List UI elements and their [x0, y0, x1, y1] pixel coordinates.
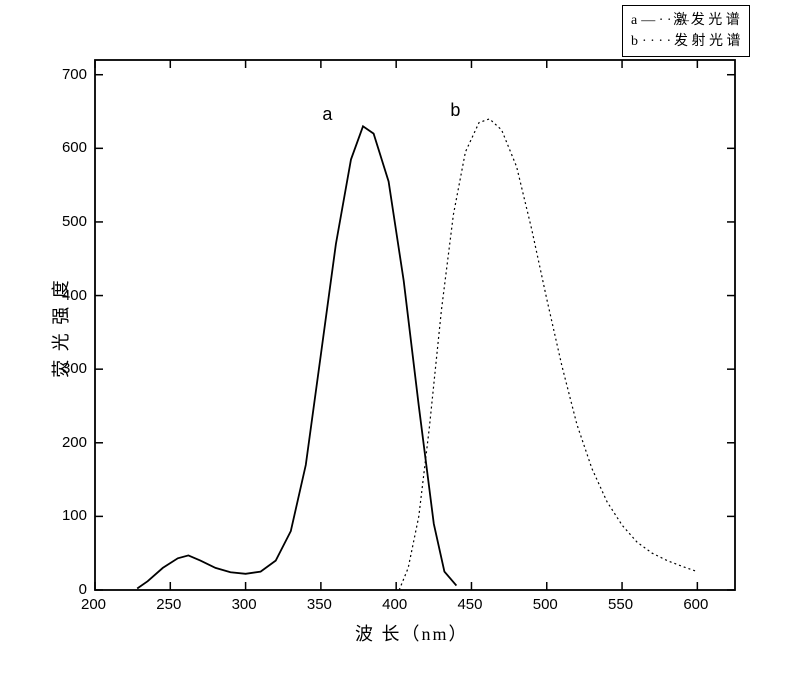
x-tick-label: 550: [608, 596, 633, 613]
y-tick-label: 400: [62, 287, 87, 304]
x-tick-label: 500: [533, 596, 558, 613]
legend-row-b: b · · · · · 发 射 光 谱: [631, 31, 741, 52]
y-tick-label: 600: [62, 139, 87, 156]
legend-label-b: 发 射 光 谱: [674, 31, 741, 52]
x-tick-label: 300: [232, 596, 257, 613]
series-label-b: b: [450, 100, 460, 121]
x-tick-label: 450: [457, 596, 482, 613]
y-tick-label: 100: [62, 507, 87, 524]
legend-sample-a: — · · —: [641, 10, 669, 31]
x-tick-label: 200: [81, 596, 106, 613]
x-tick-label: 350: [307, 596, 332, 613]
x-tick-label: 600: [683, 596, 708, 613]
series-label-a: a: [322, 104, 332, 125]
legend-box: a — · · — 激 发 光 谱 b · · · · · 发 射 光 谱: [622, 5, 750, 57]
y-tick-label: 0: [79, 581, 87, 598]
y-tick-label: 700: [62, 66, 87, 83]
legend-label-a: 激 发 光 谱: [673, 10, 740, 31]
y-tick-label: 300: [62, 360, 87, 377]
x-axis-label: 波 长（nm）: [355, 620, 469, 646]
legend-key-a: a: [631, 10, 637, 31]
y-tick-label: 200: [62, 434, 87, 451]
x-tick-label: 250: [156, 596, 181, 613]
y-tick-label: 500: [62, 213, 87, 230]
legend-sample-b: · · · · ·: [642, 31, 670, 52]
x-tick-label: 400: [382, 596, 407, 613]
chart-svg: [0, 0, 801, 675]
chart-container: { "legend": { "x": 622, "y": 5, "items":…: [0, 0, 801, 675]
legend-key-b: b: [631, 31, 638, 52]
legend-row-a: a — · · — 激 发 光 谱: [631, 10, 741, 31]
